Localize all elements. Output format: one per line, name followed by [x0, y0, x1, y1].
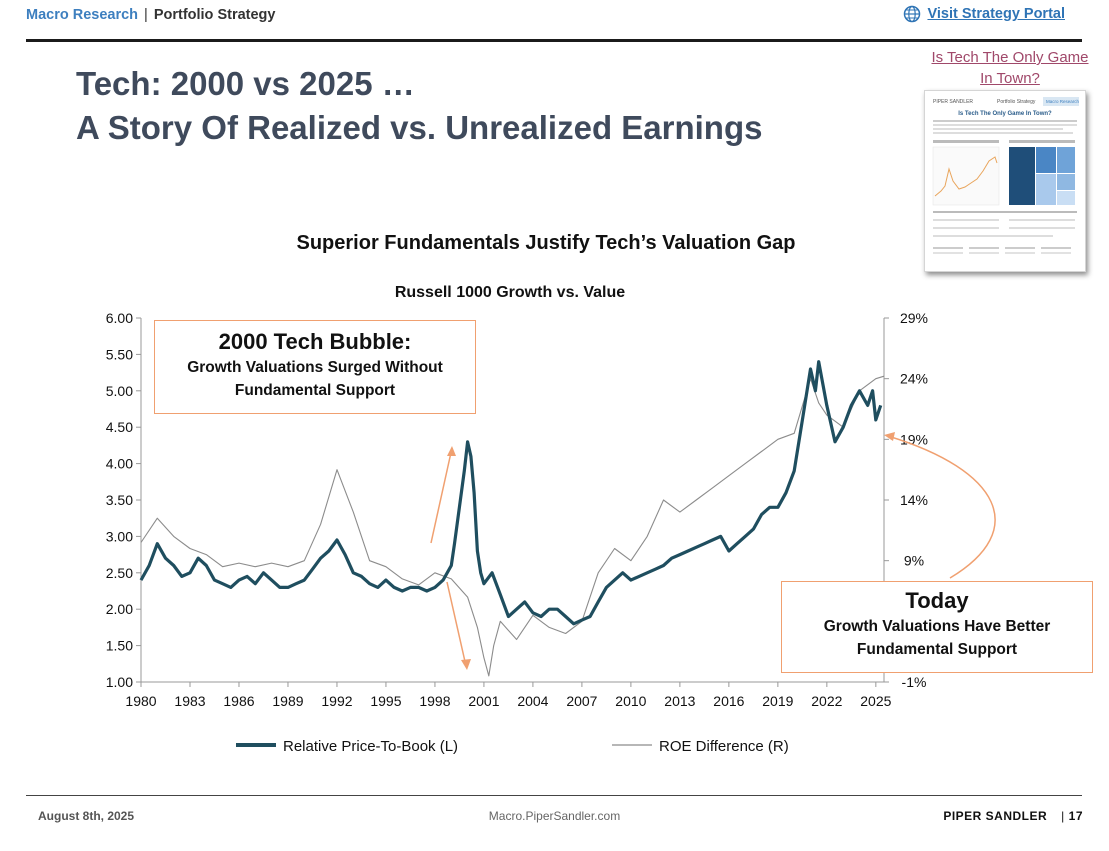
x-tick-label: 1992	[321, 693, 352, 709]
footer-page-separator: |	[1061, 809, 1065, 823]
annotation-arrows	[430, 432, 996, 670]
left-tick-label: 1.50	[106, 638, 133, 654]
chart-subtitle: Russell 1000 Growth vs. Value	[394, 284, 626, 301]
down-arrow-line	[446, 581, 467, 667]
left-tick-label: 3.50	[106, 492, 133, 508]
up-arrowhead-icon	[447, 446, 456, 456]
left-tick-label: 3.00	[106, 528, 133, 544]
left-tick-label: 5.00	[106, 383, 133, 399]
footer-brand-name: PIPER SANDLER	[943, 809, 1048, 823]
right-tick-label: 24%	[900, 371, 928, 387]
right-tick-label: 29%	[900, 310, 928, 326]
x-tick-label: 1995	[370, 693, 401, 709]
title-line-1: Tech: 2000 vs 2025 …	[76, 65, 415, 102]
breadcrumb-macro-research[interactable]: Macro Research	[26, 7, 139, 23]
callout-today-body-2: Fundamental Support	[856, 641, 1018, 658]
report-thumbnail-graphic: PIPER SANDLER Portfolio Strategy Macro R…	[932, 97, 1080, 254]
page-number: 17	[1068, 809, 1083, 823]
chart-title: Superior Fundamentals Justify Tech’s Val…	[296, 232, 796, 254]
series-roe-difference-line	[140, 375, 885, 677]
chart-legend: Relative Price-To-Book (L) ROE Differenc…	[236, 738, 789, 755]
x-tick-label: 2016	[713, 693, 744, 709]
header-divider	[26, 39, 1082, 42]
x-tick-label: 2022	[811, 693, 842, 709]
x-tick-label: 2010	[615, 693, 646, 709]
left-tick-label: 4.50	[106, 419, 133, 435]
callout-today-body-1: Growth Valuations Have Better	[823, 618, 1051, 635]
x-tick-label: 2001	[468, 693, 499, 709]
callout-bubble-body-2: Fundamental Support	[234, 382, 396, 399]
x-tick-label: 2007	[566, 693, 597, 709]
breadcrumb: Macro Research | Portfolio Strategy	[26, 7, 275, 23]
globe-icon	[904, 5, 921, 23]
x-tick-label: 2025	[860, 693, 891, 709]
visit-strategy-portal-link[interactable]: Visit Strategy Portal	[927, 6, 1065, 22]
page-title: Tech: 2000 vs 2025 … A Story Of Realized…	[76, 62, 762, 150]
x-tick-label: 1986	[223, 693, 254, 709]
today-arrowhead-icon	[884, 432, 895, 441]
related-report-link[interactable]: Is Tech The Only Game In Town?	[931, 49, 1089, 87]
callout-today-heading: Today	[905, 588, 969, 613]
right-tick-label: 19%	[900, 431, 928, 447]
footer-brand: PIPER SANDLER | 17	[943, 809, 1083, 823]
x-tick-label: 1998	[419, 693, 450, 709]
x-tick-label: 2013	[664, 693, 695, 709]
left-tick-label: 2.50	[106, 565, 133, 581]
thumb-section: Portfolio Strategy	[997, 99, 1036, 105]
callout-today: Today Growth Valuations Have Better Fund…	[781, 581, 1093, 673]
legend-label-roe: ROE Difference (R)	[659, 738, 789, 755]
series-price-to-book-line	[139, 360, 883, 626]
breadcrumb-portfolio-strategy[interactable]: Portfolio Strategy	[153, 7, 276, 23]
x-tick-label: 1983	[174, 693, 205, 709]
x-tick-label: 1980	[125, 693, 156, 709]
footer-site[interactable]: Macro.PiperSandler.com	[488, 809, 621, 823]
thumb-badge: Macro Research	[1046, 99, 1080, 104]
breadcrumb-separator: |	[144, 7, 148, 23]
top-bar: Macro Research | Portfolio Strategy Visit …	[0, 0, 1109, 40]
up-arrow-line	[430, 447, 453, 544]
right-tick-label: -1%	[902, 674, 927, 690]
callout-bubble-heading: 2000 Tech Bubble:	[218, 329, 412, 354]
x-tick-label: 1989	[272, 693, 303, 709]
chart-ticks: 1.00 1.50 2.00 2.50 3.00 3.50 4.00 4.50 5.00 5.50…	[106, 310, 928, 709]
x-tick-label: 2004	[517, 693, 548, 709]
left-tick-label: 6.00	[106, 310, 133, 326]
today-curved-arrow-line	[887, 435, 996, 579]
left-tick-label: 2.00	[106, 601, 133, 617]
legend-label-price-to-book: Relative Price-To-Book (L)	[283, 738, 458, 755]
left-tick-label: 1.00	[106, 674, 133, 690]
footer-date: August 8th, 2025	[38, 809, 135, 823]
related-report-thumbnail[interactable]: PIPER SANDLER Portfolio Strategy Macro R…	[924, 90, 1086, 272]
portal-link-group[interactable]: Visit Strategy Portal	[903, 5, 1065, 23]
right-tick-label: 9%	[904, 553, 924, 569]
thumb-title: Is Tech The Only Game In Town?	[958, 111, 1052, 117]
callout-bubble-body-1: Growth Valuations Surged Without	[187, 359, 443, 376]
chart-series	[139, 360, 885, 677]
title-line-2: A Story Of Realized vs. Unrealized Earni…	[76, 109, 763, 146]
x-tick-label: 2019	[762, 693, 793, 709]
callout-2000-tech-bubble: 2000 Tech Bubble: Growth Valuations Surg…	[154, 320, 476, 414]
left-tick-label: 5.50	[106, 346, 133, 362]
right-tick-label: 14%	[900, 492, 928, 508]
down-arrowhead-icon	[461, 659, 471, 670]
left-tick-label: 4.00	[106, 456, 133, 472]
footer-divider	[26, 795, 1082, 796]
thumb-brand: PIPER SANDLER	[933, 99, 973, 105]
